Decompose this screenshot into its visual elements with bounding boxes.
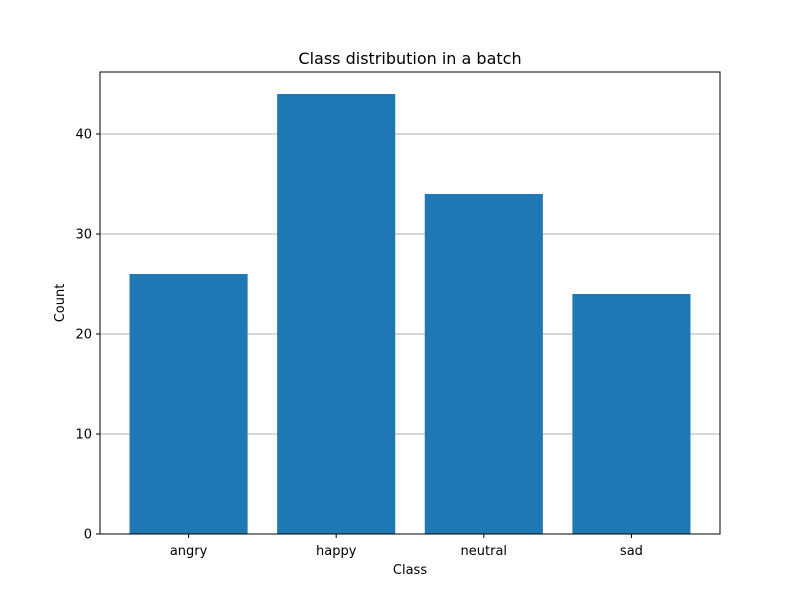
x-tick-label-happy: happy (316, 544, 357, 559)
x-tick-label-angry: angry (170, 544, 208, 559)
plot-frame (99, 71, 721, 535)
chart-title: Class distribution in a batch (298, 49, 521, 68)
y-tick-label-2: 20 (75, 328, 92, 343)
y-tick-label-4: 40 (75, 128, 92, 143)
bar-happy (277, 94, 396, 534)
bar-angry (129, 274, 248, 534)
bar-sad (572, 294, 691, 534)
x-axis-label: Class (393, 563, 427, 578)
y-tick-label-3: 30 (75, 228, 92, 243)
x-tick-label-neutral: neutral (461, 544, 508, 559)
y-axis-label: Count (53, 284, 68, 323)
bar-neutral (424, 194, 543, 534)
bars (129, 94, 691, 534)
x-axis-ticks: angry happy neutral sad (170, 534, 643, 559)
x-tick-label-sad: sad (620, 544, 643, 559)
y-tick-label-0: 0 (84, 528, 92, 543)
y-tick-label-1: 10 (75, 428, 92, 443)
y-axis-ticks: 0 10 20 30 40 (75, 128, 100, 543)
